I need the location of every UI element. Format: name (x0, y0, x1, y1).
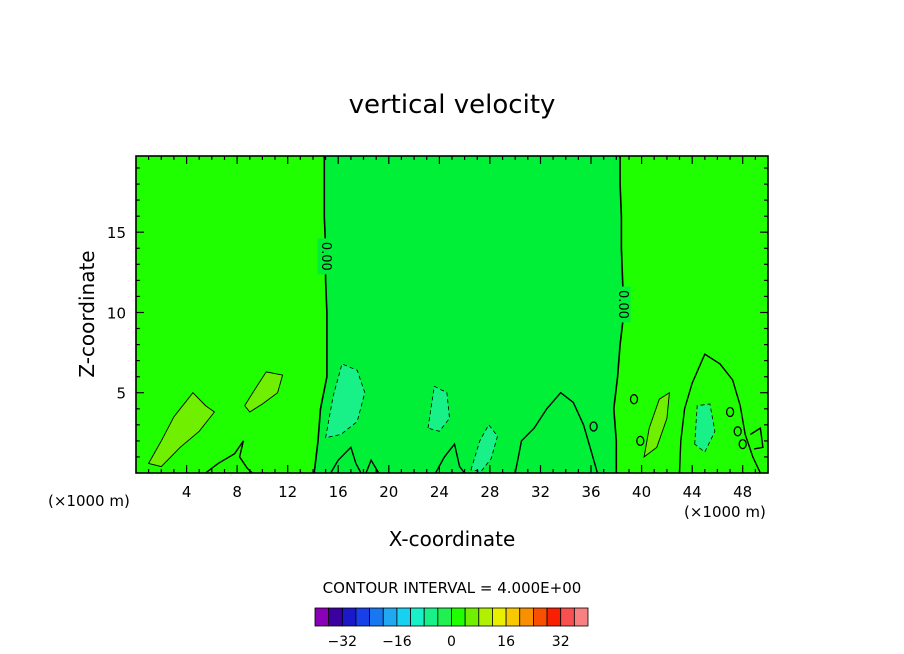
colorbar-swatch (410, 607, 425, 627)
colorbar-tick-label: −32 (328, 634, 358, 650)
colorbar-swatch (382, 607, 398, 627)
contour-ring (589, 421, 598, 432)
positive-blob (643, 391, 670, 458)
x-tick-label: 8 (232, 483, 242, 501)
x-tick-label: 36 (581, 483, 600, 501)
colorbar-swatch (505, 607, 521, 627)
zero-contour-line (514, 391, 599, 473)
colorbar-swatch (451, 607, 466, 627)
y-tick-label: 10 (107, 304, 126, 322)
zero-contour-line (434, 442, 466, 473)
zero-contour-line (330, 445, 362, 473)
colorbar-swatch (341, 607, 357, 627)
x-tick-label: 40 (632, 483, 651, 501)
x-tick-label: 12 (278, 483, 297, 501)
colorbar-swatch (560, 607, 575, 627)
colorbar-tick-label: −16 (382, 634, 412, 650)
negative-blob (427, 385, 450, 432)
contour-ring (636, 435, 645, 447)
x-axis: 4 8 12 16 20 24 28 32 36 40 44 48 (148, 156, 757, 501)
x-tick-label: 4 (182, 483, 192, 501)
colorbar-swatch (573, 607, 589, 627)
negative-blob (470, 424, 498, 472)
contour-ring (725, 406, 735, 418)
colorbar: −32 −16 0 16 32 (314, 607, 589, 650)
chart-title: vertical velocity (349, 90, 556, 120)
colorbar-swatch (437, 607, 452, 627)
zero-contour-line (313, 156, 328, 473)
colorbar-swatch (492, 607, 507, 627)
negative-blob (325, 363, 366, 439)
x-tick-label: 24 (430, 483, 449, 501)
x-tick-label: 20 (379, 483, 398, 501)
colorbar-swatch (423, 607, 439, 627)
y-axis: 5 10 15 (107, 167, 768, 458)
colorbar-swatch (369, 607, 384, 627)
contour-label: 0.00 (318, 242, 333, 271)
y-tick-label: 15 (107, 224, 126, 242)
colorbar-swatch (546, 607, 562, 627)
positive-blob (244, 371, 284, 413)
zero-contour-line (678, 353, 762, 473)
colorbar-swatch (519, 607, 534, 627)
contour-ring (733, 426, 742, 437)
x-tick-label: 16 (329, 483, 348, 501)
zero-contour-line (205, 440, 253, 473)
colorbar-swatch (396, 607, 411, 627)
x-tick-label: 48 (733, 483, 752, 501)
colorbar-tick-label: 32 (552, 634, 570, 650)
colorbar-tick-label: 0 (447, 634, 456, 650)
colorbar-swatch (355, 607, 371, 627)
contour-ring (738, 438, 747, 450)
contour-lines: 0.00 0.00 (205, 156, 764, 473)
contour-ring (629, 394, 639, 405)
contour-label-bg (614, 286, 631, 323)
zero-contour-line (749, 426, 764, 450)
zero-contour-line (365, 458, 380, 473)
x-tick-label: 44 (683, 483, 702, 501)
colorbar-swatch (478, 607, 493, 627)
colorbar-swatch (464, 607, 480, 627)
colorbar-tick-label: 16 (497, 634, 515, 650)
positive-blob (147, 392, 216, 468)
x-tick-label: 28 (480, 483, 499, 501)
colorbar-swatch (314, 607, 330, 627)
negative-blob (694, 403, 716, 453)
contour-interval-text: CONTOUR INTERVAL = 4.000E+00 (323, 579, 582, 597)
x-tick-label: 32 (531, 483, 550, 501)
x-unit-label: (×1000 m) (48, 492, 130, 510)
colorbar-swatch (533, 607, 548, 627)
y-tick-label: 5 (116, 385, 126, 403)
negative-center-region (314, 156, 624, 473)
colorbar-swatch (328, 607, 343, 627)
contour-label: 0.00 (615, 290, 630, 319)
plot-area: 0.00 0.00 (135, 155, 769, 474)
contour-regions (147, 156, 716, 473)
contour-label-bg (317, 238, 334, 275)
x-axis-label: X-coordinate (389, 527, 516, 551)
x-unit-label-right: (×1000 m) (684, 503, 766, 521)
y-axis-label: Z-coordinate (75, 250, 99, 377)
